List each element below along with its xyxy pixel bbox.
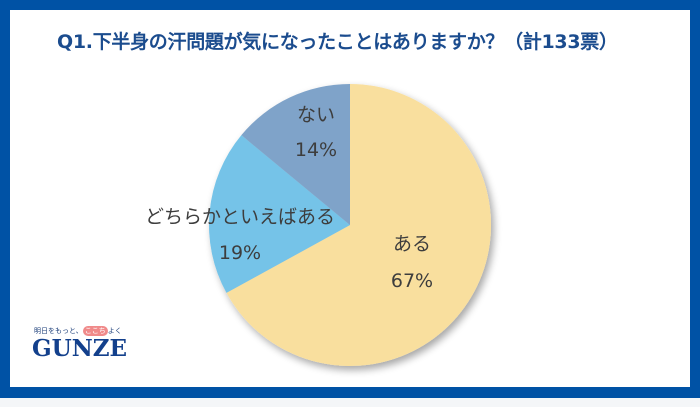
chart-title: Q1.下半身の汗問題が気になったことはありますか？（計133票）: [57, 31, 618, 53]
label-dochiraka-pct: 19%: [219, 242, 261, 264]
label-nai-pct: 14%: [295, 139, 337, 161]
label-nai-name: ない: [297, 104, 335, 126]
label-aru-pct: 67%: [391, 270, 433, 292]
tagline-highlight: ここち: [82, 326, 108, 336]
slice-aru: [226, 84, 492, 367]
label-dochiraka-name: どちらかといえばある: [145, 206, 335, 228]
label-aru-name: ある: [393, 233, 431, 255]
logo-wordmark: GUNZE: [32, 335, 128, 362]
logo-tagline: 明日をもっと、 ここち よく: [34, 326, 122, 336]
slice-nai: [241, 83, 350, 225]
slice-dochiraka: [209, 135, 350, 293]
tagline-suffix: よく: [107, 327, 122, 335]
gunze-logo: 明日をもっと、 ここち よく GUNZE: [22, 320, 132, 365]
tagline-prefix: 明日をもっと、: [34, 327, 83, 335]
